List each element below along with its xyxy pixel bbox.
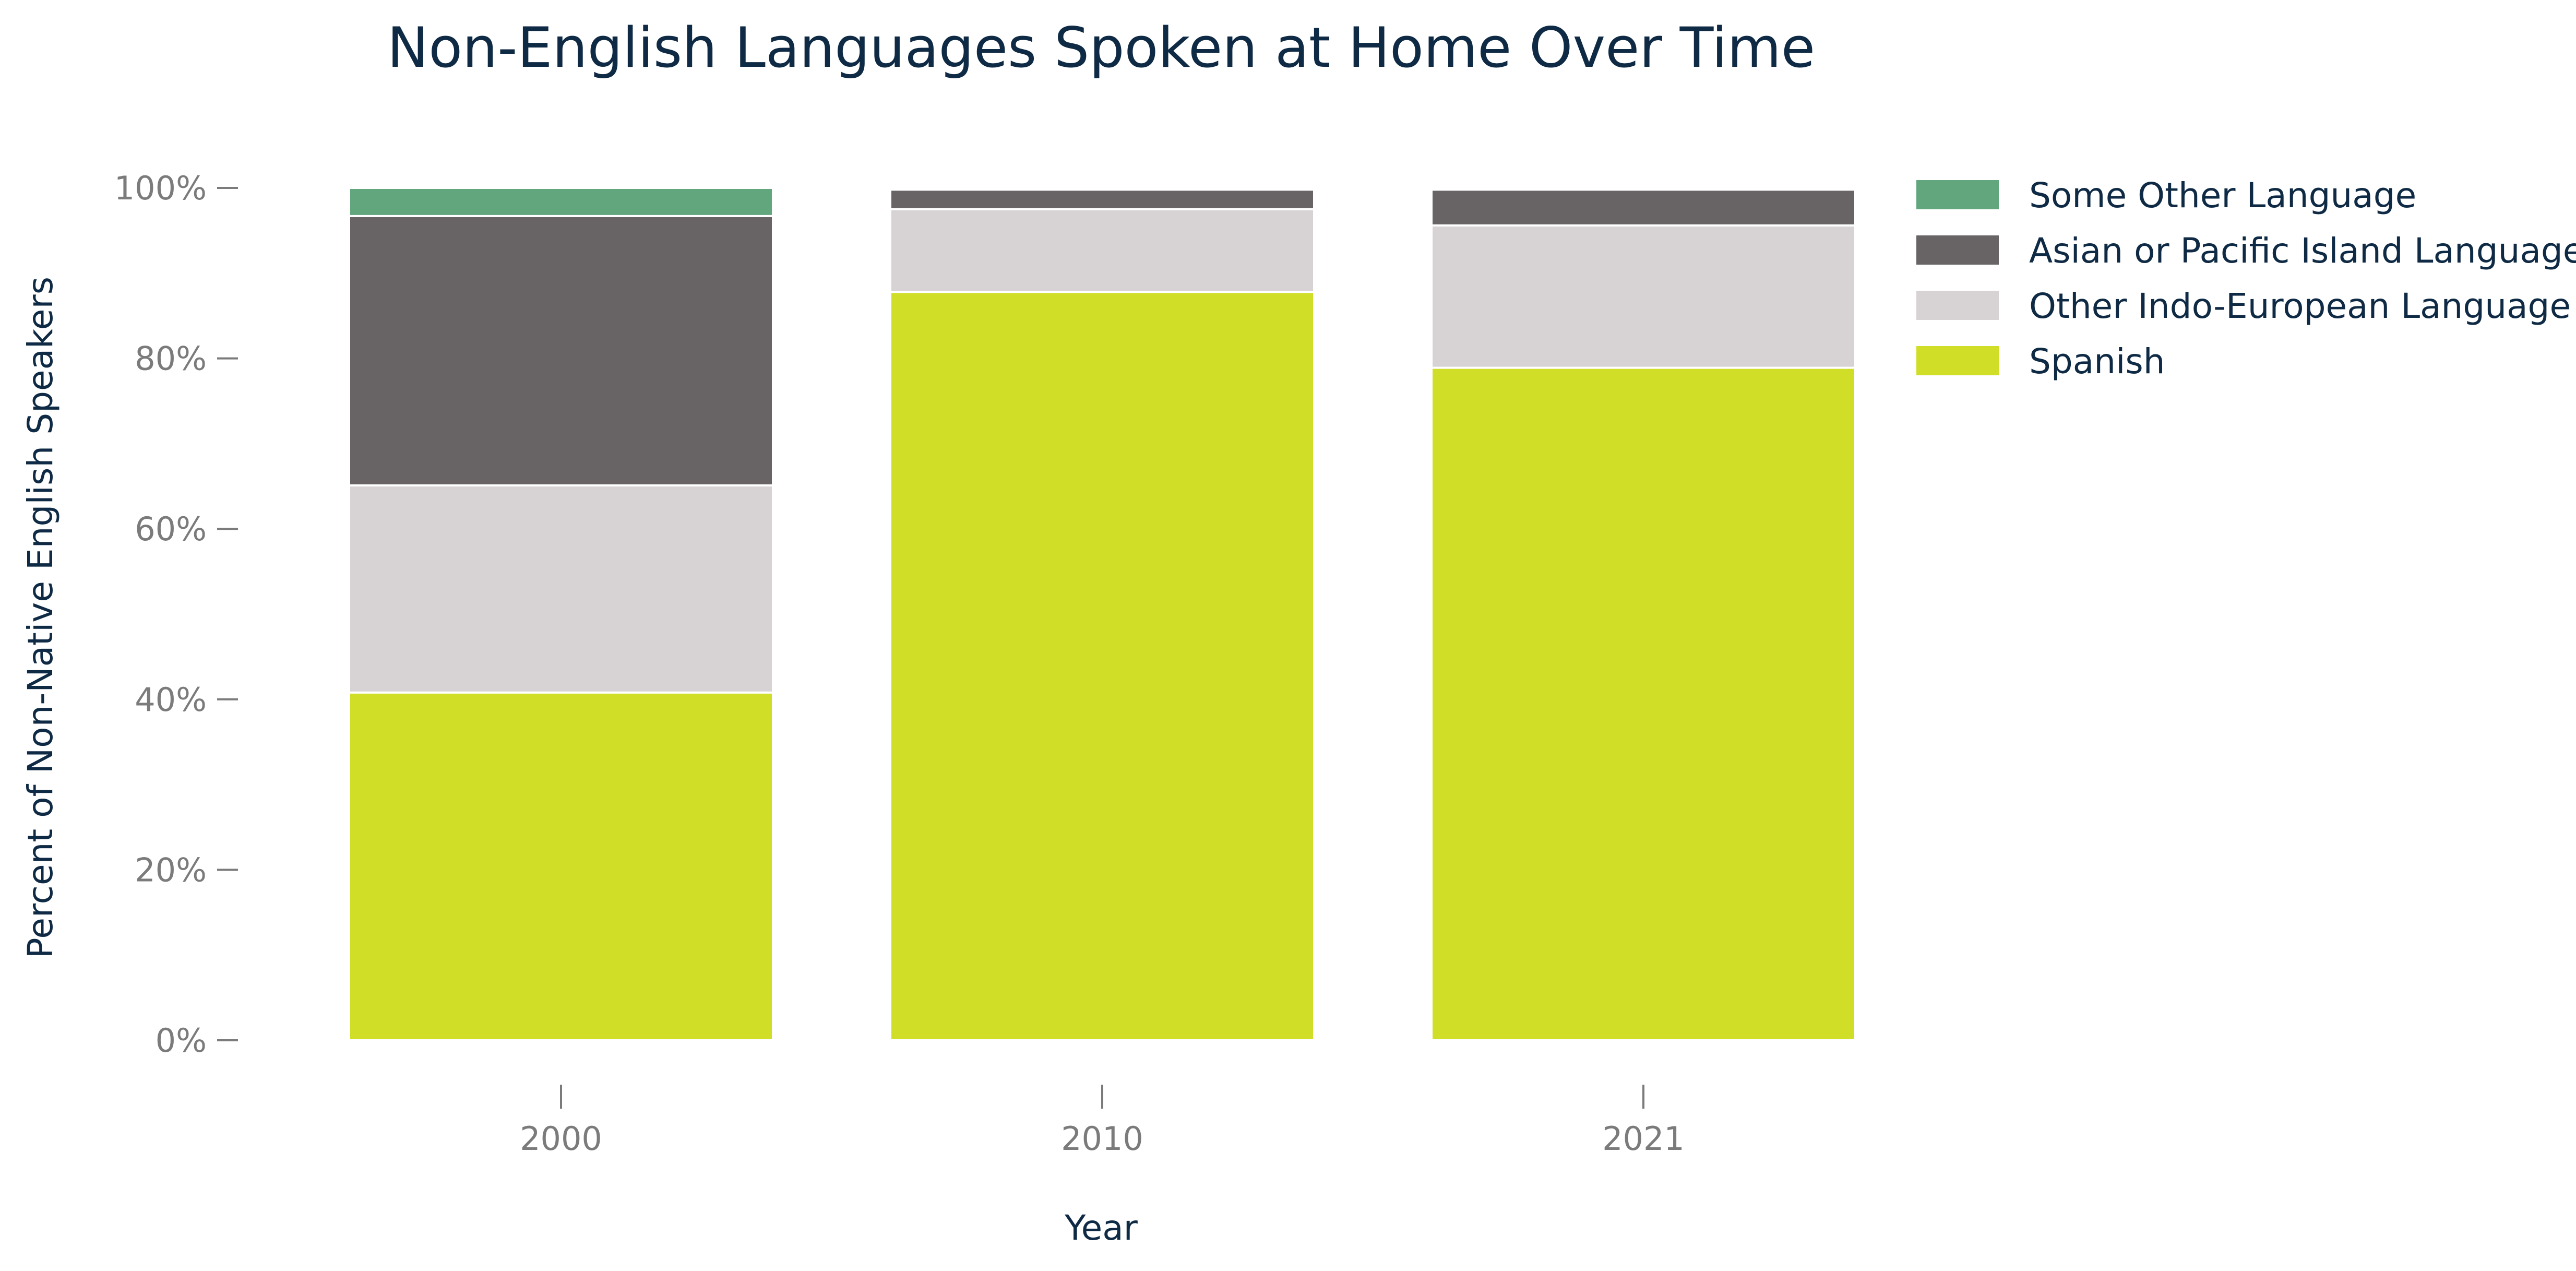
legend-label: Some Other Language (2029, 175, 2416, 216)
legend-label: Asian or Pacific Island Language (2029, 231, 2576, 271)
x-tick-label: 2000 (520, 1120, 602, 1158)
bar-segment (1430, 187, 1856, 191)
bar-segment (348, 187, 774, 217)
bar-segment (889, 188, 1315, 210)
bar-segment (348, 484, 774, 694)
bar-segment (889, 208, 1315, 293)
legend-swatch (1916, 180, 1999, 209)
y-tick-label: 60% (135, 510, 207, 548)
y-tick-label: 0% (156, 1021, 207, 1060)
legend-label: Other Indo-European Language (2029, 286, 2571, 326)
legend-swatch (1916, 346, 1999, 375)
bar-segment (1430, 188, 1856, 227)
x-tick-label: 2010 (1061, 1120, 1143, 1158)
bar-segment (1430, 366, 1856, 1041)
chart-title: Non-English Languages Spoken at Home Ove… (387, 16, 1815, 80)
y-tick-label: 80% (135, 340, 207, 378)
x-tick-label: 2021 (1602, 1120, 1685, 1158)
bar-segment (348, 691, 774, 1041)
legend: Some Other Language Asian or Pacific Isla… (1916, 175, 2576, 382)
y-tick-label: 100% (114, 169, 207, 207)
x-axis-title: Year (1064, 1208, 1138, 1248)
y-tick-label: 40% (135, 681, 207, 719)
legend-label: Spanish (2029, 341, 2165, 382)
bar-segment (889, 291, 1315, 1042)
bar-segment (889, 187, 1315, 191)
legend-swatch (1916, 291, 1999, 320)
bar-stack-group (348, 187, 1856, 1042)
legend-swatch (1916, 235, 1999, 265)
x-axis: 2000 2010 2021 (520, 1085, 1685, 1158)
bar-segment (348, 215, 774, 486)
y-tick-label: 20% (135, 851, 207, 889)
bar-segment (1430, 224, 1856, 369)
y-axis: 0% 20% 40% 60% 80% 100% (114, 169, 238, 1060)
y-axis-title: Percent of Non-Native English Speakers (20, 277, 61, 958)
